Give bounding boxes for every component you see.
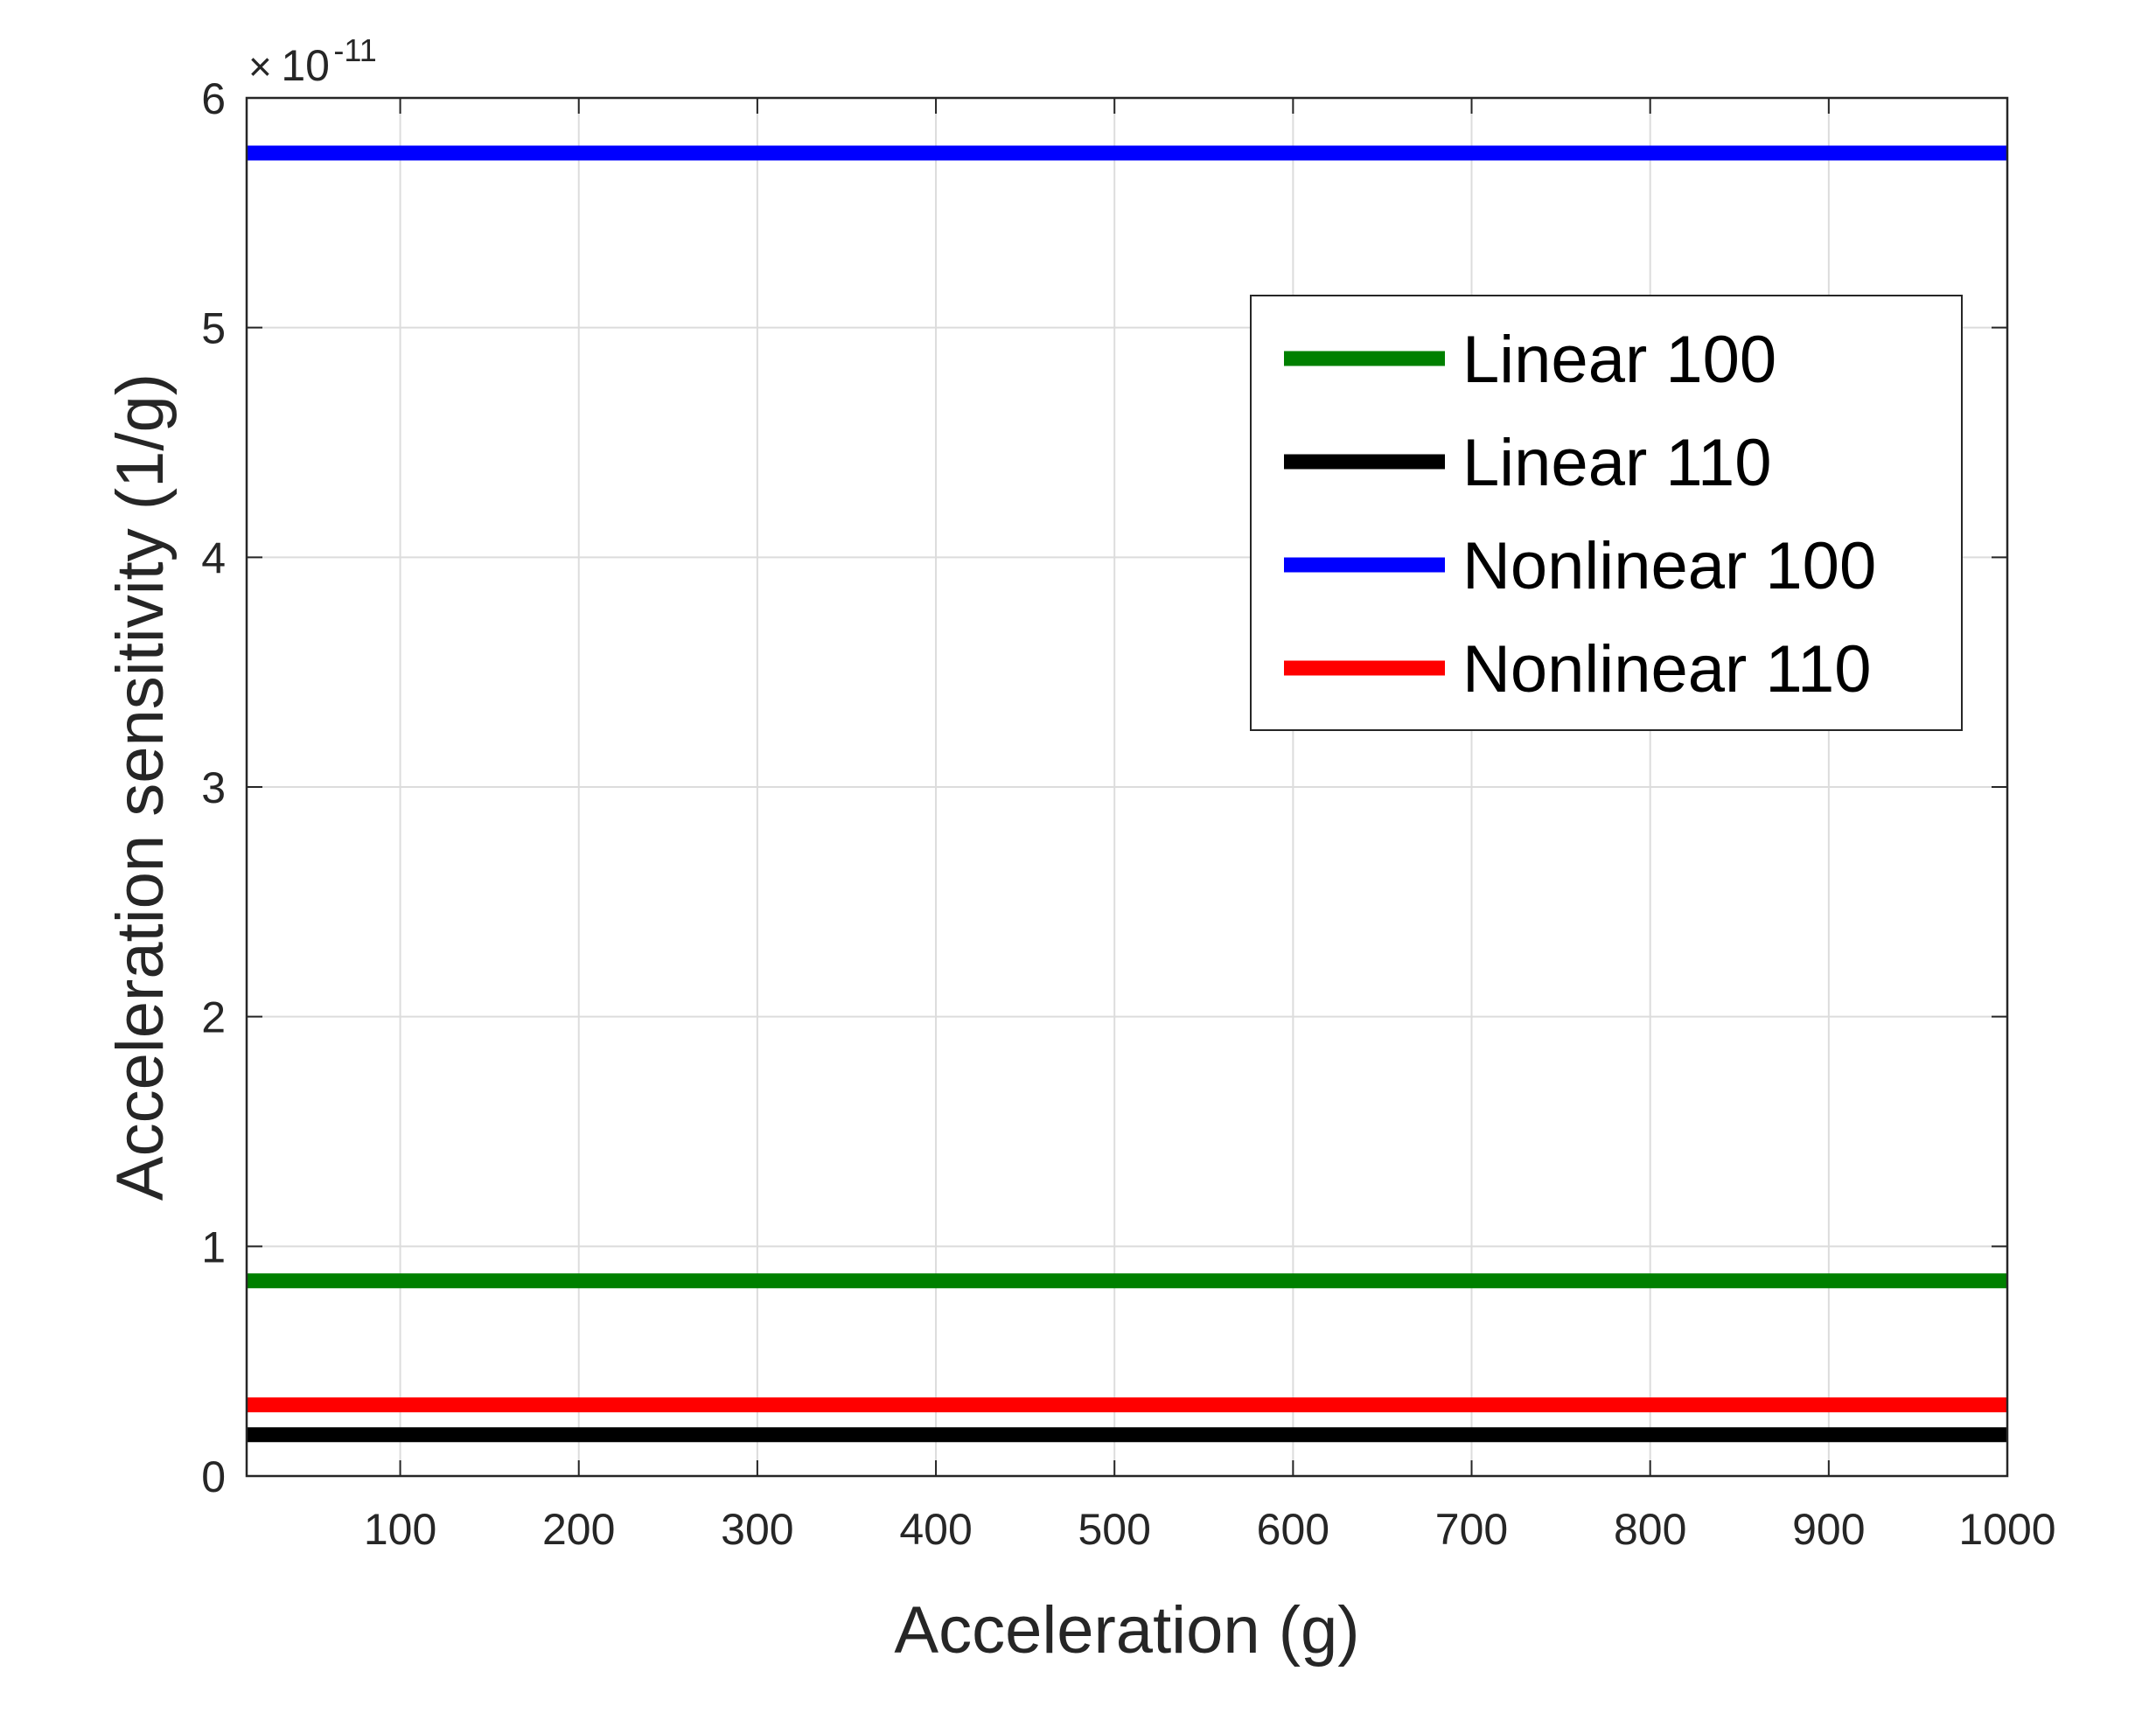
y-tick-label: 4 bbox=[201, 533, 226, 582]
y-tick-label: 1 bbox=[201, 1222, 226, 1271]
x-tick-label: 400 bbox=[899, 1505, 972, 1554]
y-tick-label: 2 bbox=[201, 993, 226, 1042]
legend-label-linear-100: Linear 100 bbox=[1462, 323, 1776, 397]
x-tick-label: 800 bbox=[1614, 1505, 1686, 1554]
exponent-base: 10 bbox=[281, 41, 330, 90]
x-tick-label: 1000 bbox=[1958, 1505, 2055, 1554]
legend-label-linear-110: Linear 110 bbox=[1462, 426, 1772, 500]
legend: Linear 100 Linear 110 Nonlinear 100 Nonline… bbox=[1250, 295, 1963, 731]
exponent-power: -11 bbox=[333, 32, 376, 68]
x-tick-label: 900 bbox=[1792, 1505, 1865, 1554]
x-tick-label: 600 bbox=[1257, 1505, 1329, 1554]
legend-items: Linear 100 Linear 110 Nonlinear 100 Nonline… bbox=[1284, 323, 1876, 707]
x-tick-label: 500 bbox=[1078, 1505, 1150, 1554]
x-tick-label: 100 bbox=[364, 1505, 436, 1554]
legend-box bbox=[1250, 295, 1963, 731]
y-tick-label: 0 bbox=[201, 1452, 226, 1501]
exponent-times-sign: × bbox=[248, 44, 272, 89]
y-tick-label: 6 bbox=[201, 74, 226, 123]
y-axis-exponent: × 10 -11 bbox=[248, 32, 377, 90]
y-axis-title: Acceleration sensitivity (1/g) bbox=[103, 373, 178, 1201]
x-tick-label: 700 bbox=[1435, 1505, 1508, 1554]
legend-label-nonlinear-110: Nonlinear 110 bbox=[1462, 632, 1872, 707]
x-tick-label: 300 bbox=[721, 1505, 793, 1554]
x-axis-title: Acceleration (g) bbox=[894, 1593, 1359, 1668]
x-tick-label: 200 bbox=[542, 1505, 615, 1554]
legend-label-nonlinear-100: Nonlinear 100 bbox=[1462, 529, 1876, 603]
axis-ticks: 100 200 300 400 500 600 700 800 900 1000 0 1 2 3 4 5 6 bbox=[201, 74, 2055, 1554]
series-lines bbox=[247, 145, 2007, 1443]
y-tick-label: 5 bbox=[201, 304, 226, 353]
y-tick-label: 3 bbox=[201, 763, 226, 812]
